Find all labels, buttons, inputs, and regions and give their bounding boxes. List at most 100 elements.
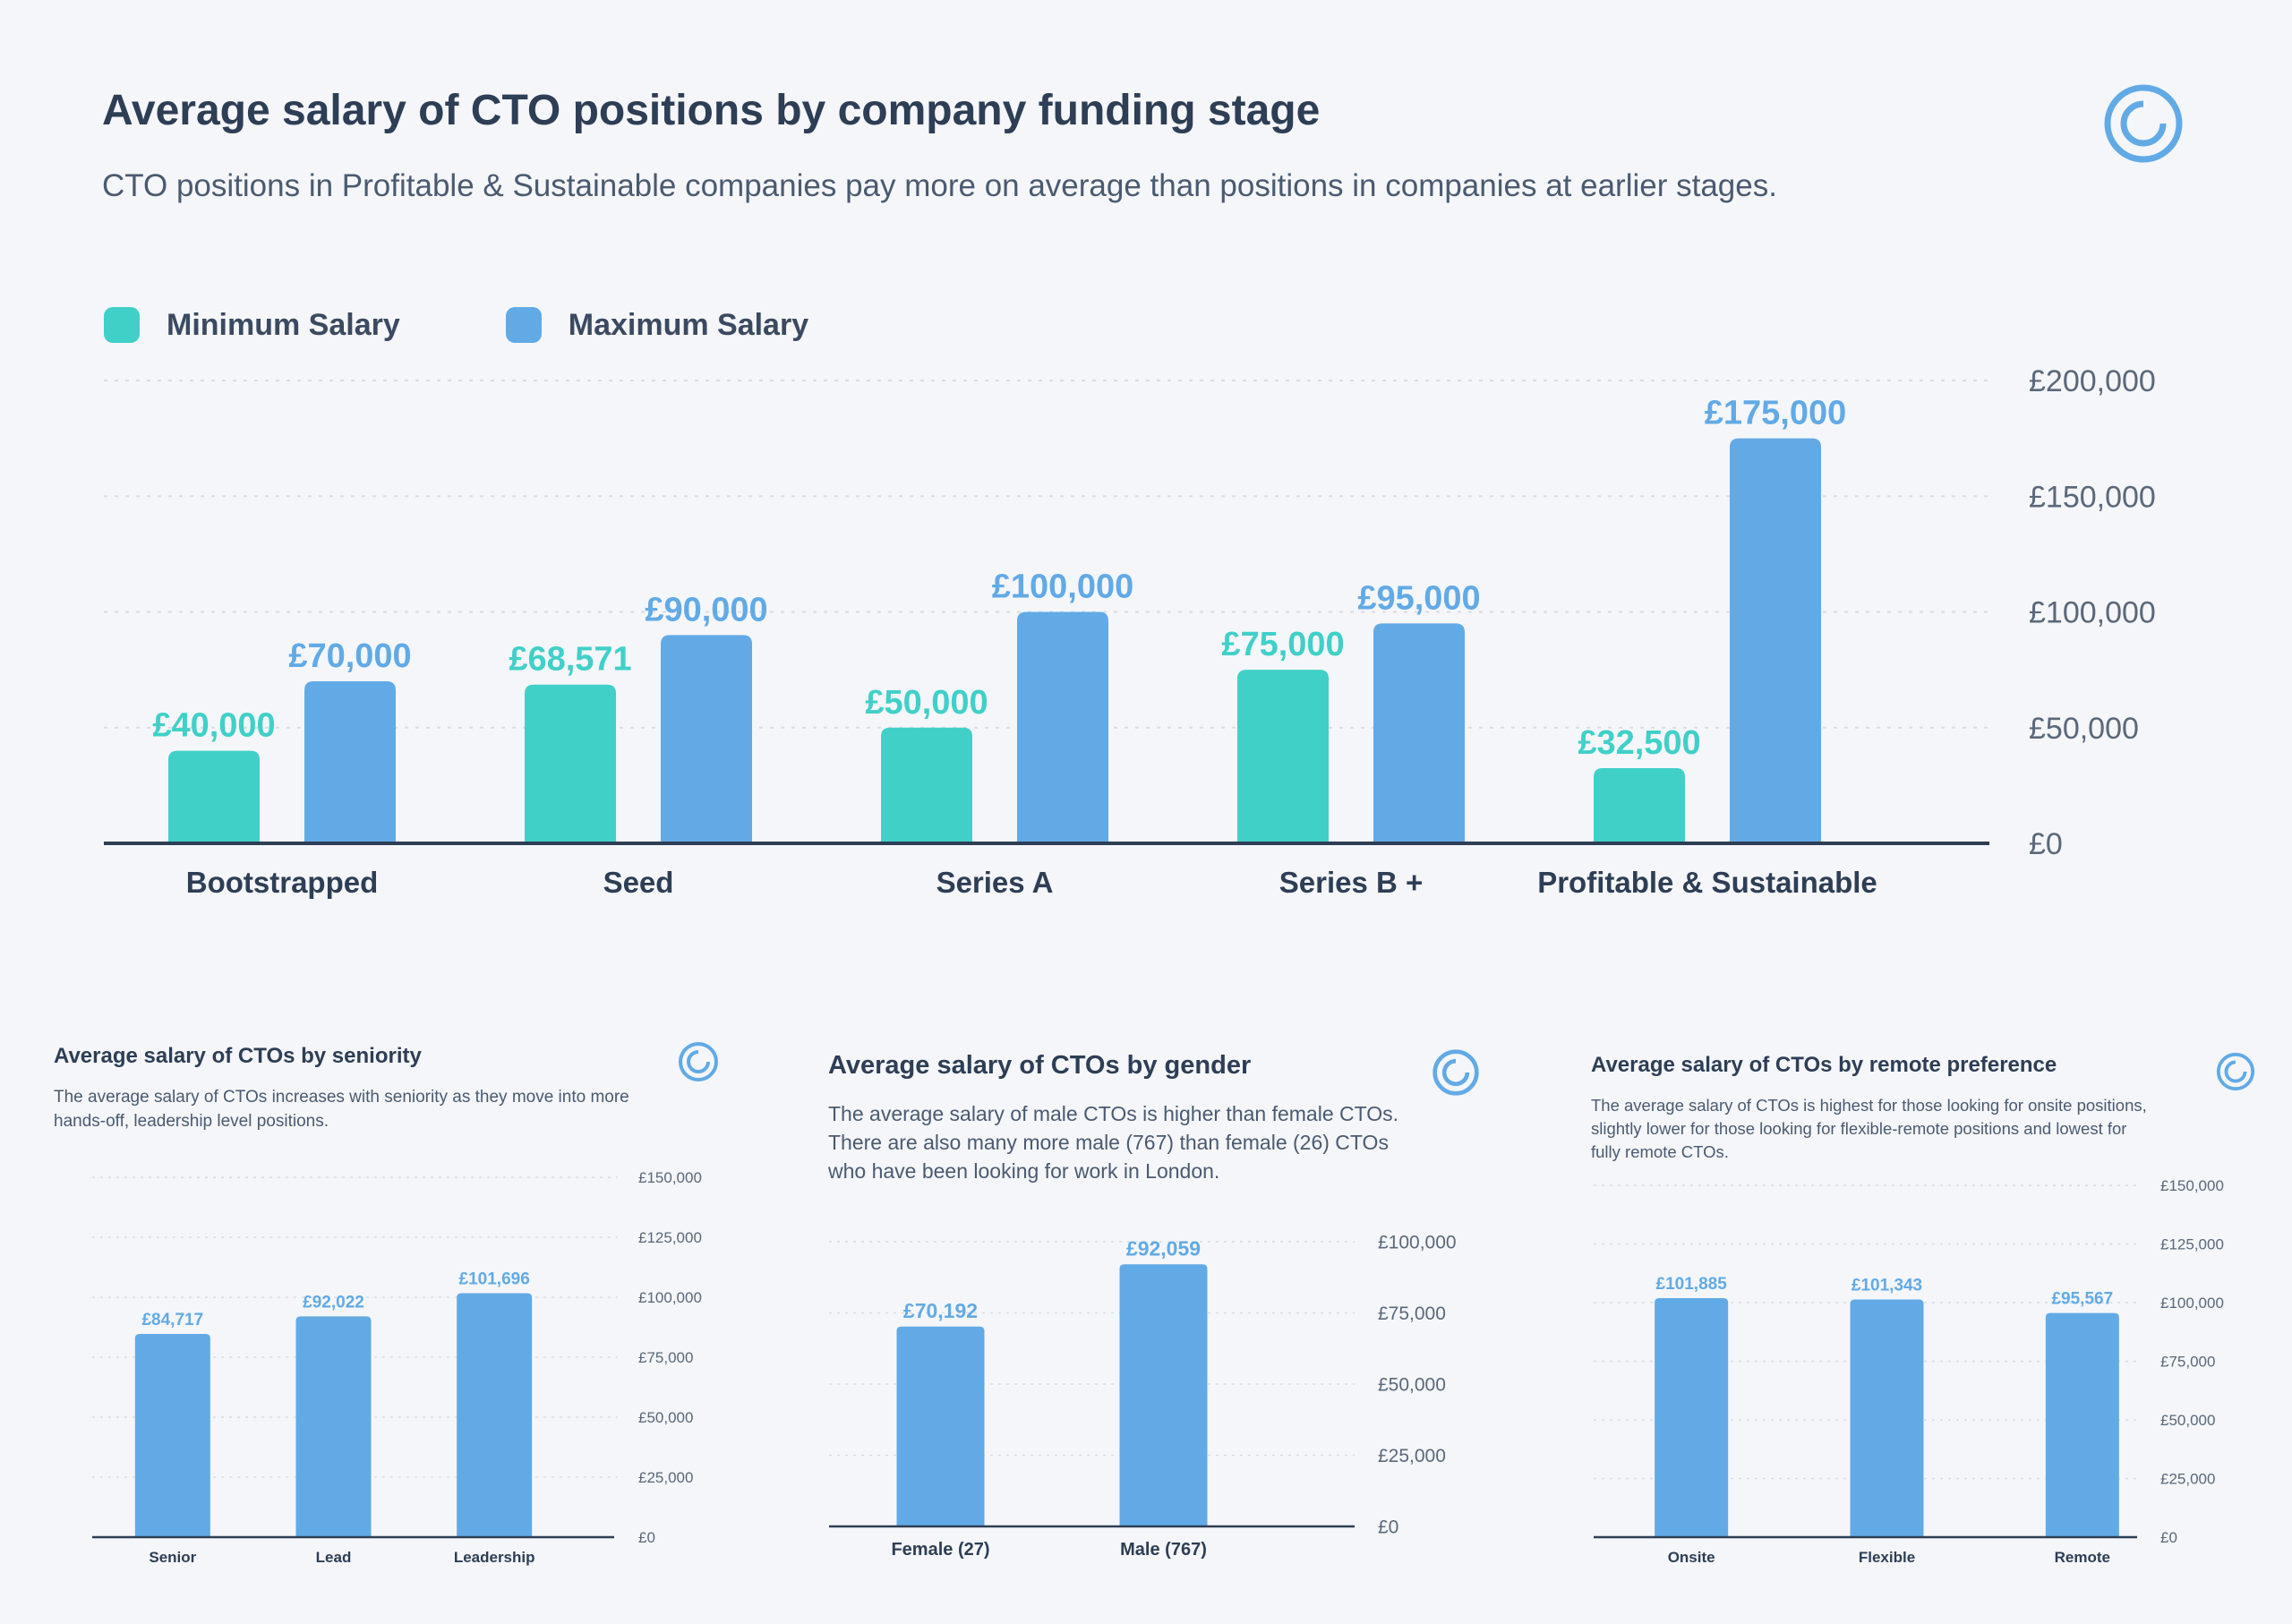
y-tick-label: £75,000 [1378,1303,1446,1324]
data-label: £175,000 [1705,395,1847,432]
seniority-bar-chart: £0 £25,000 £50,000 £75,000 £100,000 £125,000 £… [92,1169,702,1566]
y-tick-label: £0 [2160,1529,2177,1546]
data-label: £101,343 [1852,1276,1922,1295]
gender-subtitle-line-3: who have been looking for work in London… [828,1159,1220,1183]
data-label: £92,059 [1126,1236,1201,1260]
remote-subtitle-line-3: fully remote CTOs. [1591,1142,1729,1161]
bar-minimum [1237,670,1329,843]
category-label: Lead [316,1549,352,1566]
legend-swatch-maximum [505,307,542,343]
y-tick-label: £100,000 [1378,1233,1457,1253]
y-tick-label: £200,000 [2029,364,2156,398]
gender-chart-panel: Average salary of CTOs by gender The ave… [770,985,1540,1624]
category-label: Flexible [1859,1549,1915,1566]
data-label: £70,000 [288,637,411,675]
y-tick-label: £125,000 [2160,1236,2224,1253]
category-label: Senior [149,1549,196,1566]
y-tick-label: £25,000 [2160,1471,2215,1488]
y-tick-label: £75,000 [638,1349,693,1366]
legend-label-maximum: Maximum Salary [568,307,809,342]
y-tick-label: £50,000 [2160,1412,2215,1429]
gender-subtitle: The average salary of male CTOs is highe… [828,1099,1398,1185]
gender-subtitle-line-2: There are also many more male (767) than… [828,1131,1389,1154]
y-tick-label: £25,000 [1378,1446,1446,1466]
gender-bar-chart: £0 £25,000 £50,000 £75,000 £100,000 £70,192 £9… [829,1233,1457,1560]
y-tick-label: £0 [638,1529,655,1546]
seniority-subtitle: The average salary of CTOs increases wit… [54,1085,629,1133]
remote-subtitle: The average salary of CTOs is highest fo… [1591,1094,2147,1164]
category-label: Series A [936,866,1054,899]
category-label: Remote [2055,1549,2110,1566]
legend-item-maximum: Maximum Salary [505,307,809,343]
y-tick-label: £75,000 [2160,1354,2215,1371]
remote-subtitle-line-1: The average salary of CTOs is highest fo… [1591,1096,2147,1115]
y-tick-label: £50,000 [1378,1375,1446,1396]
category-label: Leadership [454,1549,535,1566]
gender-title: Average salary of CTOs by gender [828,1051,1252,1080]
category-label: Seed [603,866,674,899]
main-title: Average salary of CTO positions by compa… [102,87,1321,134]
seniority-subtitle-line-1: The average salary of CTOs increases wit… [54,1088,629,1107]
bar [1655,1298,1729,1537]
legend-swatch-minimum [104,307,140,343]
data-label: £90,000 [645,591,767,628]
bar [295,1316,372,1537]
y-tick-label: £125,000 [638,1229,702,1246]
data-label: £84,717 [141,1311,203,1329]
data-label: £32,500 [1578,724,1700,762]
legend-label-minimum: Minimum Salary [167,307,400,342]
y-tick-label: £50,000 [2029,712,2139,746]
y-tick-label: £150,000 [2029,480,2156,514]
spiral-logo-icon-small [1432,1049,1479,1096]
main-legend: Minimum Salary Maximum Salary [104,307,914,343]
bar [896,1326,985,1526]
y-tick-label: £150,000 [2160,1177,2224,1194]
bar-maximum [661,635,752,843]
y-tick-label: £100,000 [638,1289,702,1306]
data-label: £100,000 [992,568,1134,606]
category-label: Series B + [1279,866,1424,899]
y-tick-label: £100,000 [2160,1295,2224,1312]
main-bar-chart: £0 £50,000 £100,000 £150,000 £200,000 £40,000… [104,364,2156,899]
bar-maximum [1373,623,1465,843]
remote-title: Average salary of CTOs by remote prefere… [1591,1053,2057,1077]
remote-bar-chart: £0 £25,000 £50,000 £75,000 £100,000 £125,000 £… [1594,1177,2224,1566]
bar-maximum [1730,438,1821,843]
y-tick-label: £150,000 [638,1169,702,1186]
y-tick-label: £0 [1378,1517,1398,1538]
bar [457,1293,533,1537]
bar-minimum [881,727,972,843]
data-label: £95,567 [2051,1290,2113,1309]
spiral-logo-icon [2104,84,2183,163]
bar [2045,1312,2119,1537]
remote-chart-panel: Average salary of CTOs by remote prefere… [1540,985,2292,1624]
seniority-chart-panel: Average salary of CTOs by seniority The … [0,985,770,1624]
data-label: £101,885 [1656,1275,1728,1294]
legend-item-minimum: Minimum Salary [104,307,400,343]
bar [1119,1264,1208,1526]
seniority-subtitle-line-2: hands-off, leadership level positions. [54,1112,329,1131]
y-tick-label: £0 [2029,827,2063,861]
data-label: £68,571 [509,641,631,679]
spiral-logo-icon-small [2216,1052,2255,1091]
data-label: £50,000 [865,684,988,722]
y-tick-label: £100,000 [2029,596,2156,630]
data-label: £92,022 [303,1293,364,1312]
main-chart-panel: Average salary of CTO positions by compa… [102,84,2183,899]
y-tick-label: £25,000 [638,1469,693,1486]
data-label: £75,000 [1221,626,1344,663]
bar [1850,1299,1924,1537]
category-label: Bootstrapped [186,866,379,899]
gender-subtitle-line-1: The average salary of male CTOs is highe… [828,1102,1399,1125]
bar-minimum [168,750,260,843]
bar-minimum [525,684,616,843]
spiral-logo-icon-small [679,1042,718,1081]
data-label: £95,000 [1357,579,1480,617]
category-label: Female (27) [891,1540,989,1560]
seniority-title: Average salary of CTOs by seniority [54,1044,422,1068]
category-label: Male (767) [1120,1540,1207,1560]
bar [134,1333,210,1537]
category-label: Onsite [1668,1549,1715,1566]
category-label: Profitable & Sustainable [1537,866,1877,899]
bar-maximum [304,681,396,843]
